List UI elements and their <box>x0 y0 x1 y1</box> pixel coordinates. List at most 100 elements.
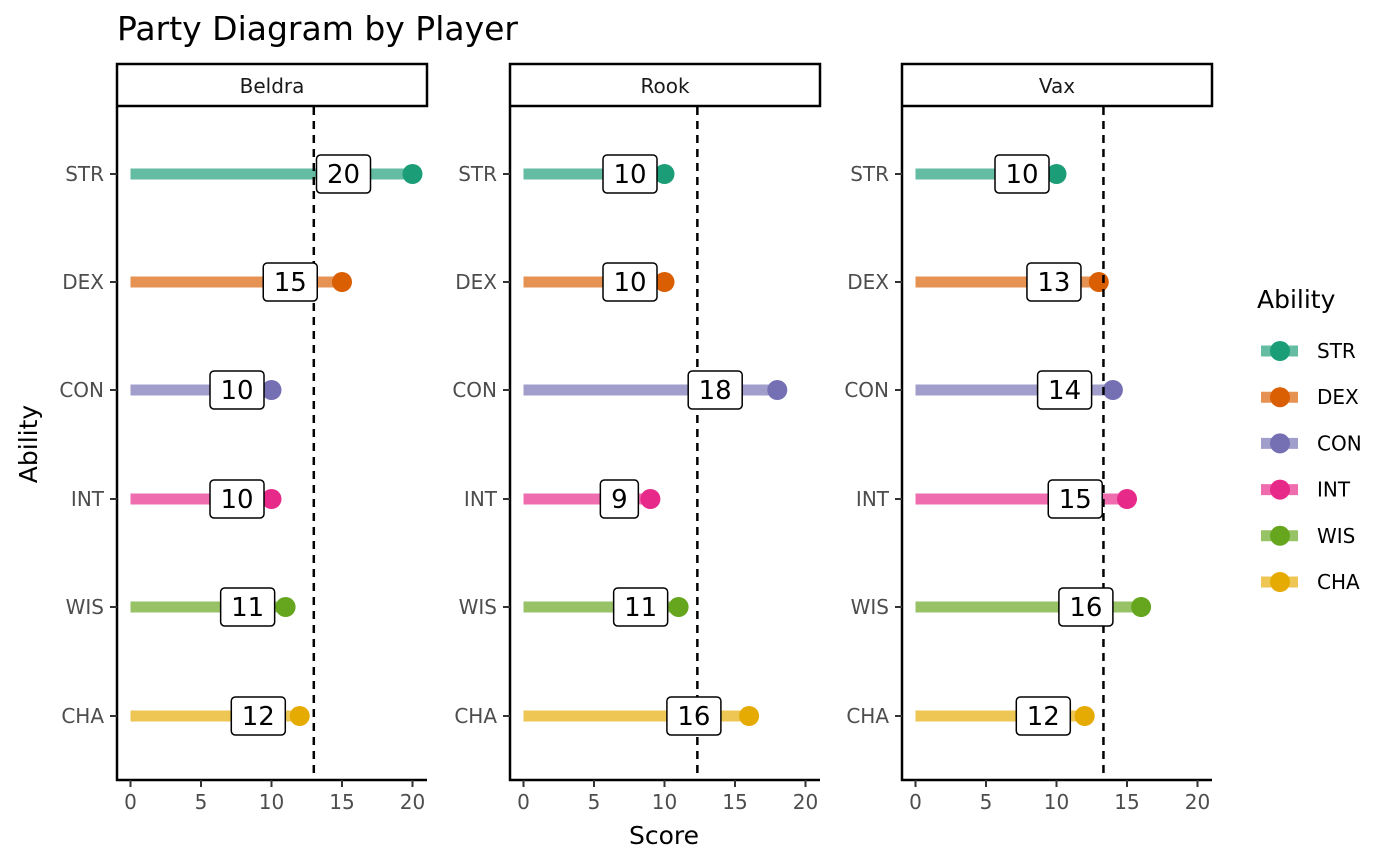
facet-panels: Beldra 0 5 10 15 20 STR DEX CON INT WIS CHA 20 15 10 10… <box>59 62 1214 814</box>
data-label-text: 20 <box>327 160 360 190</box>
y-tick-label: WIS <box>851 595 889 619</box>
x-tick-label: 15 <box>722 790 747 814</box>
y-tick-label: WIS <box>66 595 104 619</box>
x-tick-label: 10 <box>259 790 284 814</box>
data-label-box <box>230 696 287 736</box>
data-label-box <box>209 479 265 519</box>
x-tick-label: 0 <box>124 790 137 814</box>
data-label: 10 <box>209 479 265 519</box>
facet-strip <box>900 62 1214 108</box>
data-label-box <box>1036 370 1093 410</box>
data-label-text: 14 <box>1048 376 1081 406</box>
data-label-box <box>262 262 318 302</box>
legend-label: CHA <box>1317 570 1360 594</box>
data-label-box <box>209 370 265 410</box>
data-label-text: 12 <box>1027 702 1060 732</box>
legend-key-point <box>1270 341 1290 361</box>
data-label-box <box>1047 479 1103 519</box>
data-label-text: 10 <box>220 485 253 515</box>
y-tick-label: WIS <box>459 595 497 619</box>
x-tick-label: 20 <box>400 790 425 814</box>
data-label: 10 <box>602 262 658 302</box>
data-label-text: 18 <box>699 376 732 406</box>
y-tick-label: STR <box>850 162 889 186</box>
data-label: 12 <box>1015 696 1072 736</box>
x-tick-label: 5 <box>588 790 601 814</box>
y-tick-label: STR <box>458 162 497 186</box>
data-label-box <box>1015 696 1072 736</box>
legend-key-point <box>1270 572 1290 592</box>
y-tick-label: INT <box>464 487 498 511</box>
data-label-box <box>602 154 658 194</box>
y-tick-label: CHA <box>454 704 497 728</box>
y-tick-label: INT <box>71 487 105 511</box>
data-label-box <box>612 587 669 627</box>
y-tick-label: INT <box>856 487 890 511</box>
y-tick-label: DEX <box>455 270 497 294</box>
lollipop-point <box>332 272 352 292</box>
legend-item: CHA <box>1261 570 1360 594</box>
panel-beldra: Beldra 0 5 10 15 20 STR DEX CON INT WIS CHA 20 15 10 10… <box>59 62 429 814</box>
x-axis-title: Score <box>629 821 699 850</box>
lollipop-point <box>654 272 675 292</box>
legend-title: Ability <box>1257 285 1336 314</box>
legend-label: DEX <box>1317 385 1359 409</box>
data-label: 18 <box>687 370 743 410</box>
panel-vax: Vax 0 5 10 15 20 STR DEX CON INT WIS CHA 10 13 14 15 16 1… <box>844 62 1214 814</box>
data-label: 10 <box>602 154 658 194</box>
legend-item: STR <box>1261 339 1356 363</box>
facet-strip-label: Rook <box>640 74 689 98</box>
y-tick-label: DEX <box>847 270 889 294</box>
panel-rook: Rook 0 5 10 15 20 STR DEX CON INT WIS CHA 10 10 18 9 11 1… <box>452 62 822 814</box>
data-label-box <box>315 154 372 194</box>
lollipop-point <box>289 706 310 726</box>
x-tick-label: 0 <box>517 790 530 814</box>
y-tick-label: DEX <box>62 270 104 294</box>
data-label-box <box>1058 587 1114 627</box>
lollipop-point <box>739 706 760 726</box>
data-label-box <box>219 587 276 627</box>
facet-strip-label: Beldra <box>240 74 305 98</box>
x-tick-label: 10 <box>1044 790 1069 814</box>
legend-item: DEX <box>1261 385 1359 409</box>
data-label-text: 9 <box>611 485 628 515</box>
facet-strip <box>115 62 429 108</box>
x-tick-label: 15 <box>1114 790 1139 814</box>
facet-strip-label: Vax <box>1039 74 1075 98</box>
x-tick-label: 0 <box>909 790 922 814</box>
data-label-text: 16 <box>1069 593 1102 623</box>
x-tick-label: 10 <box>652 790 677 814</box>
data-label: 11 <box>219 587 276 627</box>
legend-label: CON <box>1317 431 1362 455</box>
lollipop-point <box>668 597 689 617</box>
data-label-box <box>666 696 722 736</box>
lollipop-point <box>767 380 788 400</box>
legend-label: WIS <box>1317 524 1355 548</box>
data-label: 20 <box>315 154 372 194</box>
data-label: 15 <box>262 262 318 302</box>
legend-key-point <box>1270 387 1290 408</box>
data-label-text: 10 <box>613 160 646 190</box>
legend: Ability STR DEX CON INT WIS CHA <box>1257 285 1362 594</box>
y-tick-label: CON <box>59 378 104 402</box>
data-label-text: 11 <box>231 593 264 623</box>
data-label: 9 <box>599 479 640 519</box>
data-label-text: 15 <box>274 268 307 298</box>
legend-item: WIS <box>1261 524 1355 548</box>
lollipop-point <box>1117 489 1137 509</box>
y-tick-label: CHA <box>846 704 889 728</box>
lollipop-point <box>261 380 282 400</box>
legend-key-point <box>1270 525 1290 546</box>
data-label: 14 <box>1036 370 1093 410</box>
legend-item: CON <box>1261 431 1362 455</box>
x-tick-label: 20 <box>1185 790 1210 814</box>
data-label: 10 <box>209 370 265 410</box>
data-label: 11 <box>612 587 669 627</box>
lollipop-point <box>1131 597 1152 617</box>
data-label-box <box>602 262 658 302</box>
y-tick-label: CON <box>844 378 889 402</box>
data-label-text: 10 <box>1005 160 1038 190</box>
lollipop-point <box>261 489 282 509</box>
data-label-box <box>687 370 743 410</box>
